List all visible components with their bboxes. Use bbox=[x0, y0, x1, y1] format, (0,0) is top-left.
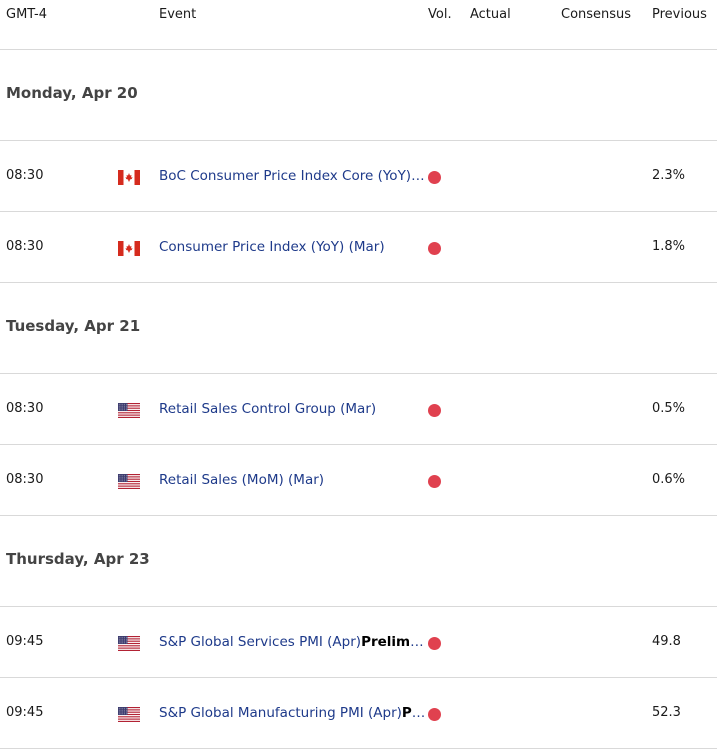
usa-flag-icon bbox=[118, 474, 140, 489]
event-name-text: Retail Sales Control Group (Mar) bbox=[159, 401, 377, 417]
volatility-high-icon bbox=[428, 475, 441, 488]
previous-value: 1.8% bbox=[652, 239, 686, 254]
usa-flag-icon bbox=[118, 636, 140, 651]
volatility-high-icon bbox=[428, 242, 441, 255]
previous-value: 0.5% bbox=[652, 401, 686, 416]
volatility-header: Vol. bbox=[428, 7, 452, 22]
event-row[interactable]: 08:30 BoC Consumer Price Index Core (YoY)… bbox=[0, 141, 717, 212]
event-time: 08:30 bbox=[6, 472, 44, 487]
previous-value: 2.3% bbox=[652, 168, 686, 183]
event-name-suffix: Preliminary bbox=[361, 634, 427, 650]
volatility-high-icon bbox=[428, 404, 441, 417]
event-name-link[interactable]: Retail Sales (MoM) (Mar) bbox=[159, 472, 427, 488]
event-name-link[interactable]: BoC Consumer Price Index Core (YoY) (Mar… bbox=[159, 168, 427, 184]
day-header-row: Tuesday, Apr 21 bbox=[0, 283, 717, 374]
actual-header: Actual bbox=[470, 7, 511, 22]
canada-flag-icon bbox=[118, 170, 140, 185]
day-label: Thursday, Apr 23 bbox=[6, 550, 150, 568]
event-name-link[interactable]: Retail Sales Control Group (Mar) bbox=[159, 401, 427, 417]
event-time: 08:30 bbox=[6, 239, 44, 254]
event-time: 09:45 bbox=[6, 634, 44, 649]
event-row[interactable]: 08:30 Retail Sales (MoM) (Mar) 0.6% bbox=[0, 445, 717, 516]
day-header-row: Monday, Apr 20 bbox=[0, 50, 717, 141]
event-row[interactable]: 08:30 Retail Sales Control Group (Mar) 0.5… bbox=[0, 374, 717, 445]
previous-value: 52.3 bbox=[652, 705, 681, 720]
event-header: Event bbox=[159, 7, 197, 22]
event-name-link[interactable]: S&P Global Services PMI (Apr)Preliminary bbox=[159, 634, 427, 650]
event-time: 08:30 bbox=[6, 401, 44, 416]
event-row[interactable]: 08:30 Consumer Price Index (YoY) (Mar) 1.8… bbox=[0, 212, 717, 283]
event-name-link[interactable]: S&P Global Manufacturing PMI (Apr)Prelim… bbox=[159, 705, 427, 721]
previous-header: Previous bbox=[652, 7, 707, 22]
event-name-text: S&P Global Manufacturing PMI (Apr) bbox=[159, 705, 402, 721]
volatility-high-icon bbox=[428, 708, 441, 721]
event-name-text: Consumer Price Index (YoY) (Mar) bbox=[159, 239, 385, 255]
previous-value: 49.8 bbox=[652, 634, 681, 649]
event-name-text: S&P Global Services PMI (Apr) bbox=[159, 634, 362, 650]
event-name-link[interactable]: Consumer Price Index (YoY) (Mar) bbox=[159, 239, 427, 255]
event-name-suffix: Preliminary bbox=[401, 705, 427, 721]
usa-flag-icon bbox=[118, 707, 140, 722]
event-time: 09:45 bbox=[6, 705, 44, 720]
event-name-text: BoC Consumer Price Index Core (YoY) (Mar… bbox=[159, 168, 427, 184]
event-row[interactable]: 09:45 S&P Global Manufacturing PMI (Apr)P… bbox=[0, 678, 717, 749]
day-label: Monday, Apr 20 bbox=[6, 84, 138, 102]
timezone-header: GMT-4 bbox=[6, 7, 47, 22]
consensus-header: Consensus bbox=[561, 7, 632, 22]
event-time: 08:30 bbox=[6, 168, 44, 183]
day-header-row: Thursday, Apr 23 bbox=[0, 516, 717, 607]
canada-flag-icon bbox=[118, 241, 140, 256]
volatility-high-icon bbox=[428, 171, 441, 184]
volatility-high-icon bbox=[428, 637, 441, 650]
previous-value: 0.6% bbox=[652, 472, 686, 487]
usa-flag-icon bbox=[118, 403, 140, 418]
day-label: Tuesday, Apr 21 bbox=[6, 317, 141, 335]
table-header: GMT-4 Event Vol. Actual Consensus Previo… bbox=[0, 0, 717, 50]
event-row[interactable]: 09:45 S&P Global Services PMI (Apr)Prelim… bbox=[0, 607, 717, 678]
event-name-text: Retail Sales (MoM) (Mar) bbox=[159, 472, 325, 488]
